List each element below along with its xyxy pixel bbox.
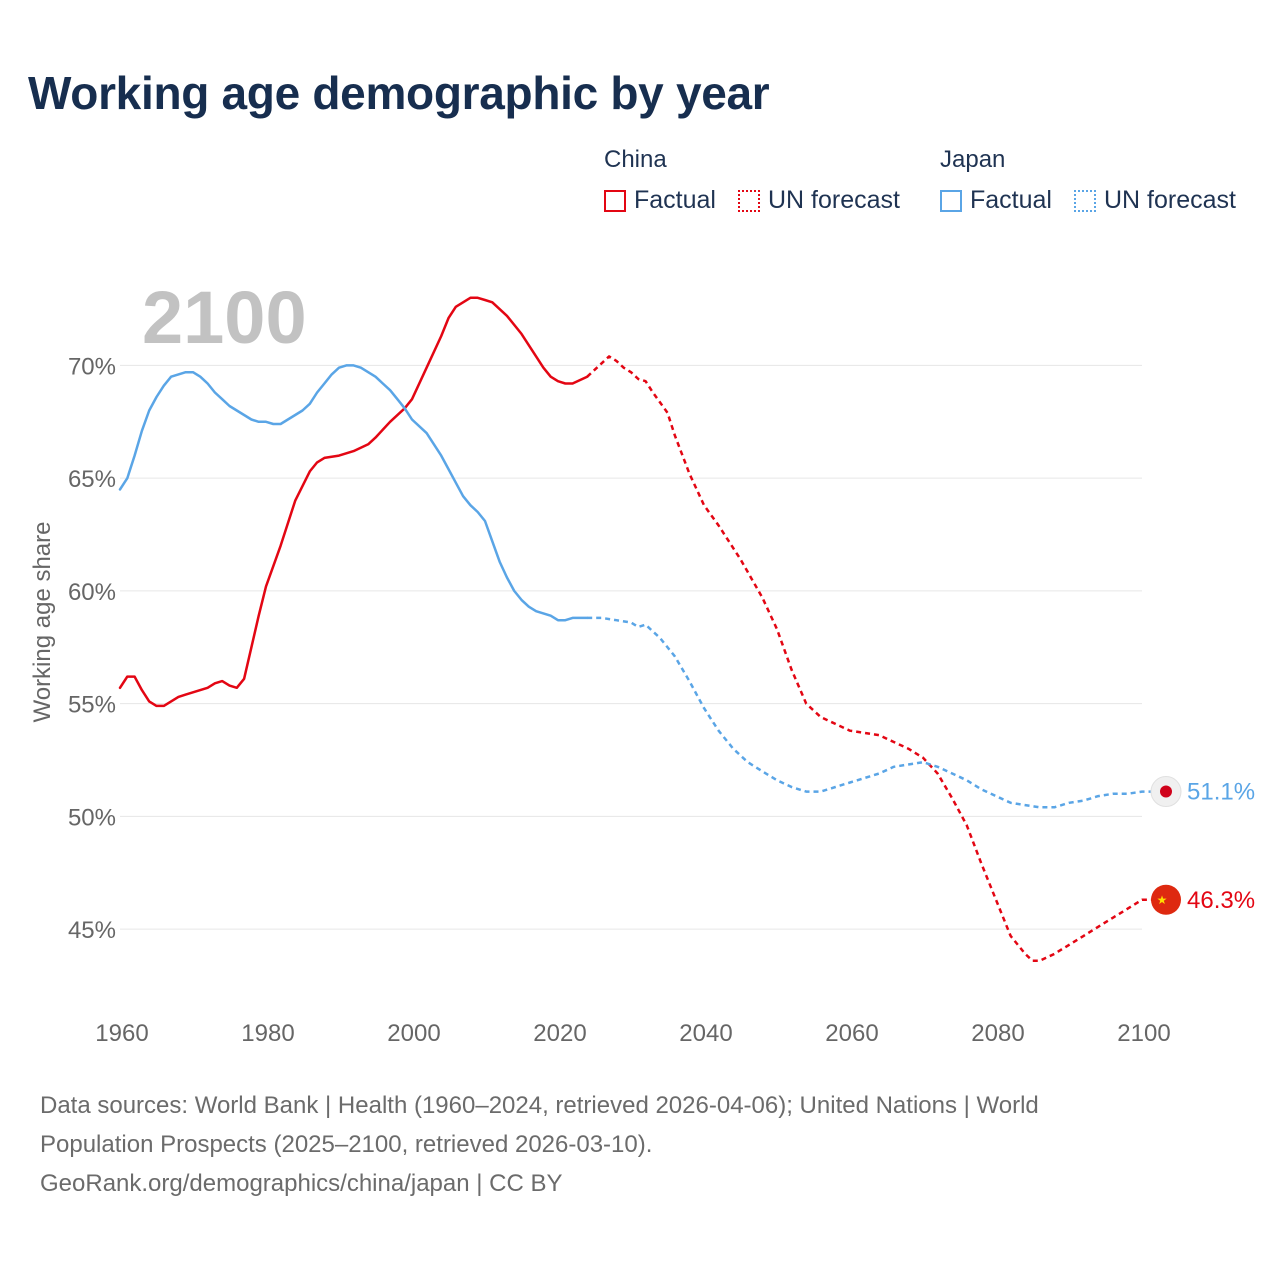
china-factual-line	[118, 296, 589, 708]
japan-flag-icon	[1150, 776, 1182, 808]
x-tick-label: 1980	[241, 1020, 294, 1047]
y-tick-label: 70%	[68, 353, 116, 380]
legend-swatch-japan-forecast	[1074, 189, 1096, 212]
footer-line-2: Population Prospects (2025–2100, retriev…	[40, 1131, 653, 1158]
japan-factual-line	[118, 364, 589, 622]
y-tick-label: 50%	[68, 804, 116, 831]
footer-line-3[interactable]: GeoRank.org/demographics/china/japan | C…	[40, 1170, 563, 1197]
footer-sources: Data sources: World Bank | Health (1960–…	[40, 1086, 1240, 1203]
legend-china-factual[interactable]: Factual	[604, 186, 716, 215]
legend-label-japan-factual: Factual	[970, 186, 1052, 214]
legend-group-japan: Japan	[940, 146, 1006, 173]
y-tick-label: 55%	[68, 692, 116, 719]
footer-line-1: Data sources: World Bank | Health (1960–…	[40, 1092, 1039, 1119]
legend-group-china: China	[604, 146, 667, 173]
legend-swatch-china-forecast	[738, 189, 760, 212]
legend-japan-forecast[interactable]: UN forecast	[1074, 186, 1236, 215]
x-tick-label: 2060	[825, 1020, 878, 1047]
x-tick-label: 1960	[95, 1020, 148, 1047]
japan-forecast-line	[587, 616, 1164, 809]
svg-text:★: ★	[1157, 893, 1168, 907]
x-tick-label: 2080	[971, 1020, 1024, 1047]
legend-label-china-forecast: UN forecast	[768, 186, 900, 214]
x-tick-label: 2040	[679, 1020, 732, 1047]
y-axis-label: Working age share	[29, 522, 56, 723]
legend-label-china-factual: Factual	[634, 186, 716, 214]
china-forecast-line	[586, 355, 1164, 962]
x-tick-label: 2000	[387, 1020, 440, 1047]
legend-swatch-japan-factual	[940, 189, 962, 212]
y-tick-label: 60%	[68, 579, 116, 606]
x-tick-label: 2020	[533, 1020, 586, 1047]
chart-title: Working age demographic by year	[28, 67, 770, 119]
end-label-china: 46.3%	[1187, 887, 1255, 914]
legend-japan-factual[interactable]: Factual	[940, 186, 1052, 215]
line-chart: 2100 Working age share 45% 50% 55% 60% 65% 70…	[29, 276, 1255, 1047]
year-watermark: 2100	[142, 276, 307, 359]
y-tick-label: 45%	[68, 917, 116, 944]
end-label-japan: 51.1%	[1187, 779, 1255, 806]
legend-china-forecast[interactable]: UN forecast	[738, 186, 900, 215]
x-tick-label: 2100	[1117, 1020, 1170, 1047]
china-flag-icon: ★	[1151, 884, 1181, 915]
legend-label-japan-forecast: UN forecast	[1104, 186, 1236, 214]
y-tick-label: 65%	[68, 466, 116, 493]
legend-swatch-china-factual	[604, 189, 626, 212]
